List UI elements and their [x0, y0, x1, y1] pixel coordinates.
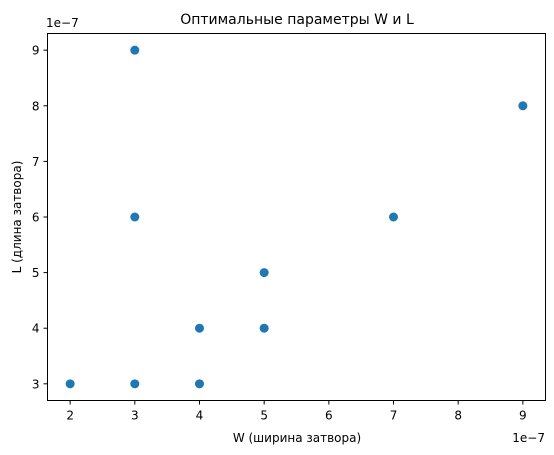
plot-area-frame [47, 33, 546, 401]
chart-title: Оптимальные параметры W и L [180, 12, 414, 28]
y-tick-label: 4 [32, 322, 40, 336]
data-point [259, 268, 269, 278]
x-axis-label: W (ширина затвора) [233, 431, 361, 445]
data-point [130, 45, 140, 55]
data-point [194, 323, 204, 333]
x-tick-label: 3 [131, 409, 139, 423]
data-point [518, 101, 528, 111]
data-point [194, 379, 204, 389]
y-tick-label: 5 [32, 266, 40, 280]
y-offset-label: 1e−7 [46, 16, 79, 30]
y-tick-label: 3 [32, 377, 40, 391]
x-tick-label: 7 [390, 409, 398, 423]
y-tick-label: 7 [32, 155, 40, 169]
x-tick-label: 2 [66, 409, 74, 423]
data-point [130, 212, 140, 222]
x-tick-label: 5 [260, 409, 268, 423]
x-tick-label: 8 [454, 409, 462, 423]
data-point [65, 379, 75, 389]
y-tick-label: 6 [32, 211, 40, 225]
tick-layer: 2 3 4 5 6 7 8 9 3 4 5 6 7 8 9 [32, 44, 527, 423]
x-tick-label: 4 [196, 409, 204, 423]
y-axis-label: L (длина затвора) [10, 161, 24, 274]
data-points [65, 45, 528, 389]
data-point [389, 212, 399, 222]
x-tick-label: 9 [519, 409, 527, 423]
x-tick-label: 6 [325, 409, 333, 423]
data-point [259, 323, 269, 333]
x-offset-label: 1e−7 [512, 431, 545, 445]
y-tick-label: 8 [32, 99, 40, 113]
y-tick-label: 9 [32, 44, 40, 58]
data-point [130, 379, 140, 389]
